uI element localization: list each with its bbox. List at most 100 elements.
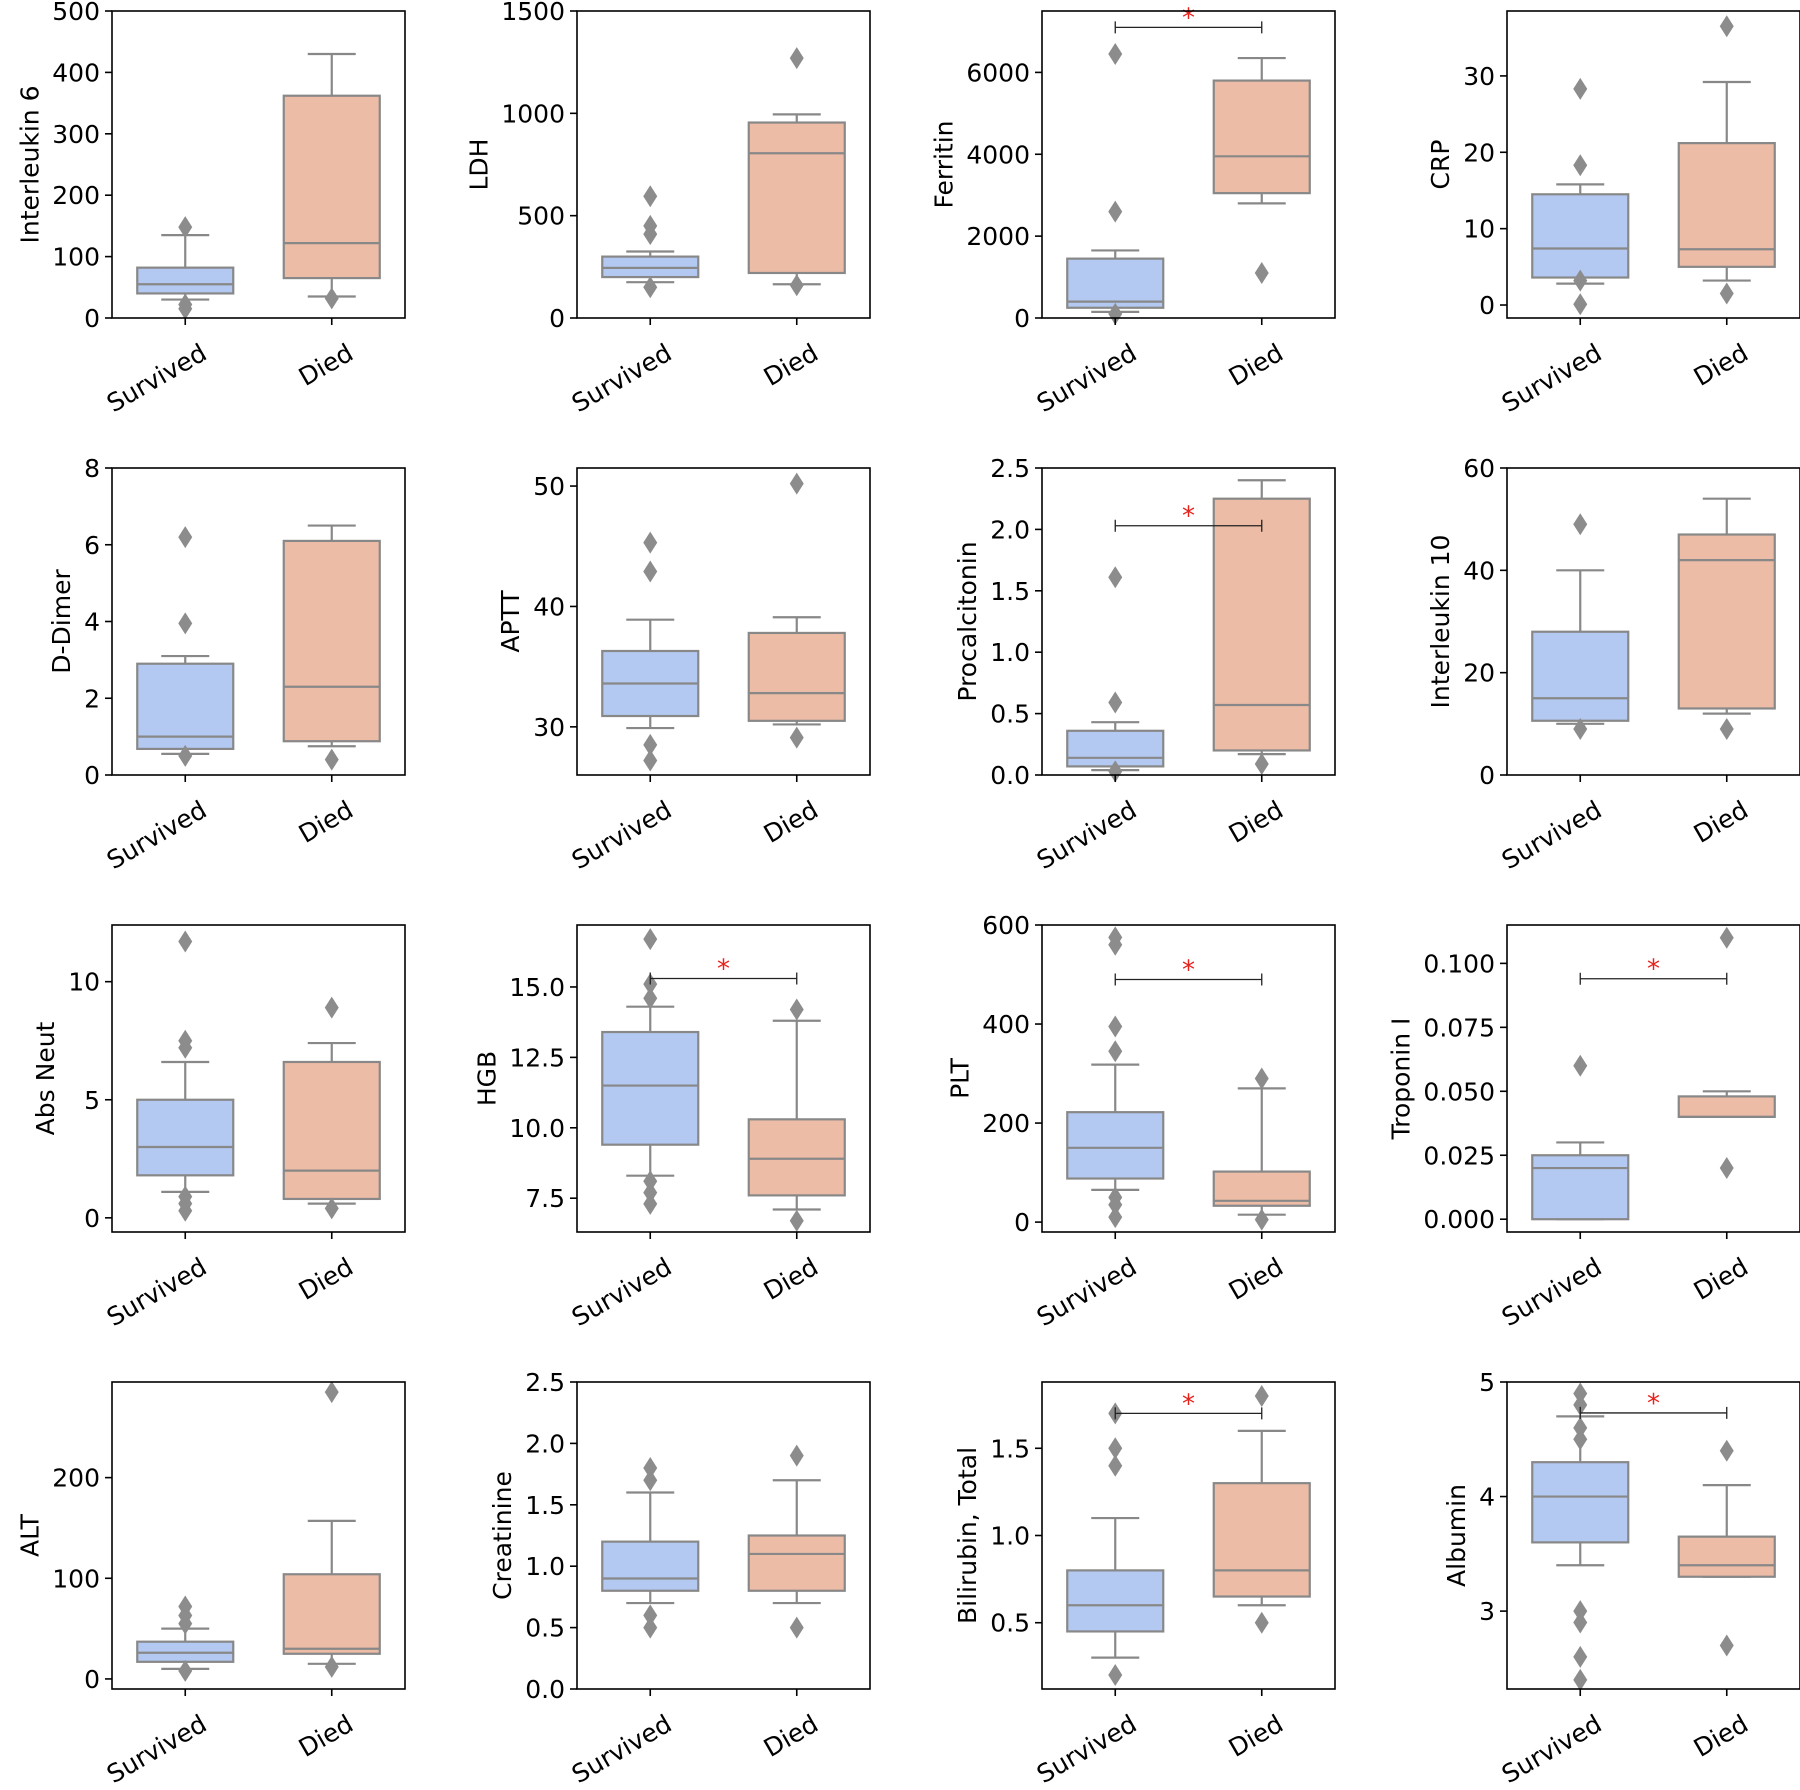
survived-outlier-point bbox=[178, 1659, 193, 1682]
x-tick-label-died: Died bbox=[1689, 1252, 1753, 1306]
y-tick-label: 500 bbox=[52, 0, 100, 26]
survived-outlier-point bbox=[1573, 1393, 1588, 1416]
survived-outlier-point bbox=[178, 1185, 193, 1208]
y-axis-label: D-Dimer bbox=[47, 569, 76, 674]
died-box bbox=[282, 1573, 381, 1655]
y-tick-label: 200 bbox=[52, 1464, 100, 1493]
survived-box bbox=[1531, 1461, 1630, 1544]
died-outlier-point bbox=[789, 726, 804, 749]
y-tick-label: 6 bbox=[84, 531, 100, 560]
y-tick-label: 0.100 bbox=[1423, 949, 1495, 978]
y-tick-label: 1.5 bbox=[990, 1434, 1030, 1463]
y-tick-label: 1.0 bbox=[525, 1552, 565, 1581]
y-tick-label: 0 bbox=[1014, 304, 1030, 333]
survived-outlier-point bbox=[1573, 513, 1588, 536]
y-tick-label: 10 bbox=[68, 968, 100, 997]
survived-box bbox=[1066, 257, 1165, 309]
died-box bbox=[282, 94, 381, 280]
y-tick-label: 0 bbox=[549, 304, 565, 333]
survived-outlier-point bbox=[643, 987, 658, 1010]
x-tick-label-died: Died bbox=[1224, 338, 1288, 392]
x-tick-label-died: Died bbox=[1689, 338, 1753, 392]
significance-bracket bbox=[1114, 1407, 1263, 1420]
y-tick-label: 0 bbox=[1014, 1208, 1030, 1237]
survived-outlier-point bbox=[1108, 926, 1123, 949]
survived-outlier-point bbox=[1573, 77, 1588, 100]
significance-star: * bbox=[1182, 955, 1195, 985]
y-tick-label: 400 bbox=[982, 1010, 1030, 1039]
x-tick-label-died: Died bbox=[759, 795, 823, 849]
survived-outlier-point bbox=[1573, 717, 1588, 740]
panel-crp: 0 10 20 30 Survived Died CRP bbox=[1426, 10, 1800, 418]
survived-outlier-point bbox=[178, 930, 193, 953]
died-outlier-point bbox=[1254, 752, 1269, 775]
panel-albumin: * 3 4 5 Survived Died Albumin bbox=[1442, 1368, 1800, 1789]
y-axis-label: PLT bbox=[945, 1057, 974, 1099]
x-tick-label-survived: Survived bbox=[1032, 795, 1142, 875]
died-outlier-point bbox=[324, 748, 339, 771]
y-tick-label: 15.0 bbox=[509, 973, 565, 1002]
panel-hgb: * 7.5 10.0 12.5 15.0 Survived Died HGB bbox=[472, 924, 871, 1332]
y-tick-label: 500 bbox=[517, 202, 565, 231]
survived-box bbox=[1531, 630, 1630, 722]
y-axis-label: Procalcitonin bbox=[953, 541, 982, 701]
survived-box bbox=[136, 1098, 235, 1177]
survived-outlier-point bbox=[1108, 1206, 1123, 1229]
survived-outlier-point bbox=[178, 1029, 193, 1052]
x-tick-label-survived: Survived bbox=[1497, 1709, 1607, 1789]
died-outlier-point bbox=[789, 47, 804, 70]
y-axis-label: ALT bbox=[15, 1513, 44, 1557]
died-outlier-point bbox=[1254, 1611, 1269, 1634]
y-tick-label: 200 bbox=[52, 181, 100, 210]
died-outlier-point bbox=[324, 1655, 339, 1678]
x-tick-label-died: Died bbox=[294, 1252, 358, 1306]
y-axis-label: HGB bbox=[472, 1051, 501, 1106]
panel-interleukin-10: 0 20 40 60 Survived Died Interleukin 10 bbox=[1426, 454, 1800, 875]
died-outlier-point bbox=[1254, 1067, 1269, 1090]
survived-outlier-point bbox=[1108, 760, 1123, 783]
survived-outlier-point bbox=[1108, 1040, 1123, 1063]
survived-outlier-point bbox=[1108, 1186, 1123, 1209]
survived-outlier-point bbox=[643, 560, 658, 583]
died-box bbox=[1212, 79, 1311, 195]
died-outlier-point bbox=[1719, 282, 1734, 305]
died-outlier-point bbox=[1254, 1384, 1269, 1407]
axes-frame bbox=[111, 1381, 406, 1690]
y-tick-label: 20 bbox=[1463, 659, 1495, 688]
axes-frame bbox=[1041, 924, 1336, 1233]
survived-box bbox=[1531, 1154, 1630, 1221]
y-tick-label: 6000 bbox=[966, 58, 1030, 87]
x-tick-label-survived: Survived bbox=[1032, 1709, 1142, 1789]
y-tick-label: 0 bbox=[84, 304, 100, 333]
survived-outlier-point bbox=[1108, 1664, 1123, 1687]
y-tick-label: 4 bbox=[84, 608, 100, 637]
y-tick-label: 2 bbox=[84, 684, 100, 713]
survived-outlier-point bbox=[1108, 302, 1123, 325]
significance-bracket bbox=[1114, 973, 1263, 986]
survived-outlier-point bbox=[1573, 1428, 1588, 1451]
axes-frame bbox=[576, 924, 871, 1233]
y-tick-label: 0 bbox=[1479, 291, 1495, 320]
died-box bbox=[1212, 497, 1311, 752]
x-tick-label-died: Died bbox=[1224, 1252, 1288, 1306]
survived-box bbox=[1066, 1569, 1165, 1633]
y-axis-label: Troponin I bbox=[1386, 1018, 1415, 1141]
died-box bbox=[1212, 1482, 1311, 1598]
y-tick-label: 1000 bbox=[501, 99, 565, 128]
survived-outlier-point bbox=[1573, 269, 1588, 292]
significance-star: * bbox=[717, 955, 730, 985]
y-tick-label: 40 bbox=[1463, 556, 1495, 585]
y-axis-label: Ferritin bbox=[929, 120, 958, 208]
axes-frame bbox=[1041, 10, 1336, 319]
x-tick-label-died: Died bbox=[759, 338, 823, 392]
y-axis-label: LDH bbox=[464, 139, 493, 191]
x-tick-label-survived: Survived bbox=[1032, 338, 1142, 418]
y-axis-label: Albumin bbox=[1442, 1484, 1471, 1587]
y-tick-label: 3 bbox=[1479, 1597, 1495, 1626]
died-box bbox=[282, 539, 381, 743]
survived-outlier-point bbox=[1573, 1382, 1588, 1405]
x-tick-label-survived: Survived bbox=[567, 338, 677, 418]
significance-star: * bbox=[1182, 502, 1195, 532]
y-tick-label: 0 bbox=[84, 761, 100, 790]
significance-star: * bbox=[1647, 1389, 1660, 1419]
